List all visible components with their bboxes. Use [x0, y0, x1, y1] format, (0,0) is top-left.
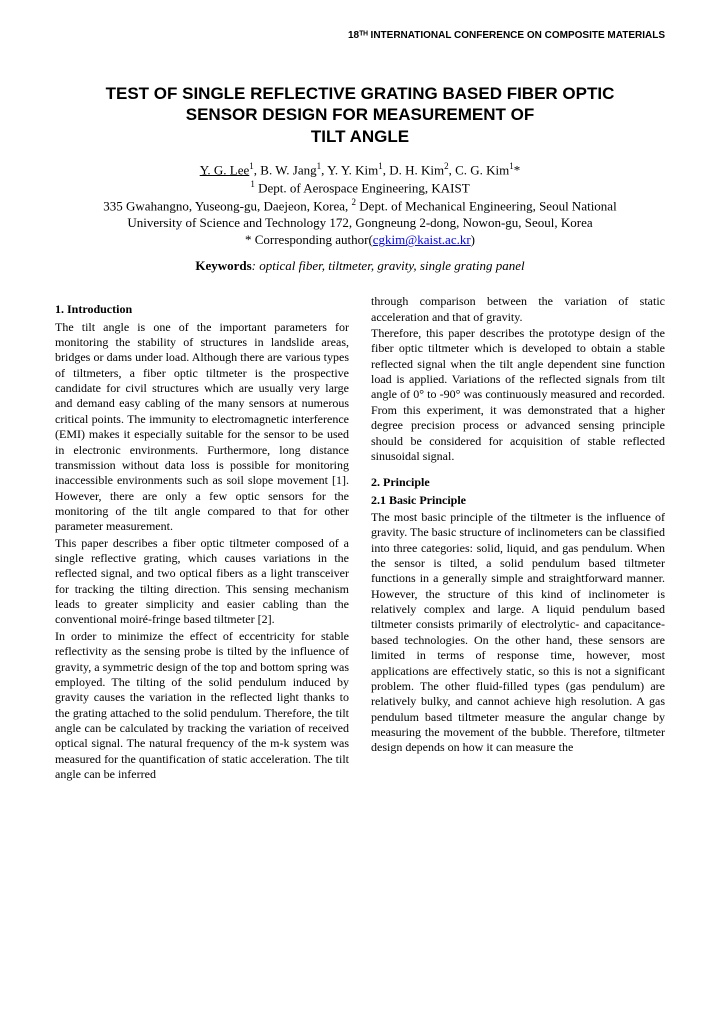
- author-4: , D. H. Kim: [383, 162, 444, 177]
- corresponding-label: * Corresponding author(: [245, 232, 373, 247]
- keywords-line: Keywords: optical fiber, tiltmeter, grav…: [55, 258, 665, 274]
- affiliation-3: University of Science and Technology 172…: [127, 215, 592, 230]
- title-line-1: TEST OF SINGLE REFLECTIVE GRATING BASED …: [106, 84, 615, 103]
- keywords-value: : optical fiber, tiltmeter, gravity, sin…: [252, 258, 525, 273]
- paragraph-3: In order to minimize the effect of eccen…: [55, 629, 349, 783]
- corresponding-close: ): [471, 232, 475, 247]
- keywords-label: Keywords: [195, 258, 251, 273]
- author-star: *: [514, 162, 521, 177]
- title-line-2: SENSOR DESIGN FOR MEASUREMENT OF: [186, 105, 535, 124]
- paragraph-2: This paper describes a fiber optic tiltm…: [55, 536, 349, 628]
- conference-header: 18ᵀᴴ INTERNATIONAL CONFERENCE ON COMPOSI…: [55, 30, 665, 41]
- affiliation-1: Dept. of Aerospace Engineering, KAIST: [255, 180, 470, 195]
- author-2: , B. W. Jang: [254, 162, 317, 177]
- body-columns: 1. Introduction The tilt angle is one of…: [55, 294, 665, 783]
- section-1-heading: 1. Introduction: [55, 302, 349, 317]
- authors-block: Y. G. Lee1, B. W. Jang1, Y. Y. Kim1, D. …: [55, 161, 665, 233]
- corresponding-email-link[interactable]: cgkim@kaist.ac.kr: [373, 232, 471, 247]
- left-column: 1. Introduction The tilt angle is one of…: [55, 294, 349, 783]
- section-2-1-heading: 2.1 Basic Principle: [371, 493, 665, 508]
- paragraph-6: The most basic principle of the tiltmete…: [371, 510, 665, 756]
- title-line-3: TILT ANGLE: [311, 127, 409, 146]
- paragraph-5: Therefore, this paper describes the prot…: [371, 326, 665, 464]
- author-primary: Y. G. Lee: [200, 162, 250, 177]
- paragraph-1: The tilt angle is one of the important p…: [55, 320, 349, 535]
- paragraph-4: through comparison between the variation…: [371, 294, 665, 325]
- paper-title: TEST OF SINGLE REFLECTIVE GRATING BASED …: [55, 83, 665, 147]
- right-column: through comparison between the variation…: [371, 294, 665, 783]
- corresponding-author: * Corresponding author(cgkim@kaist.ac.kr…: [55, 232, 665, 248]
- section-2-heading: 2. Principle: [371, 475, 665, 490]
- author-5: , C. G. Kim: [449, 162, 510, 177]
- author-3: , Y. Y. Kim: [321, 162, 378, 177]
- affiliation-2a: 335 Gwahangno, Yuseong-gu, Daejeon, Kore…: [103, 199, 351, 214]
- affiliation-2b: Dept. of Mechanical Engineering, Seoul N…: [356, 199, 617, 214]
